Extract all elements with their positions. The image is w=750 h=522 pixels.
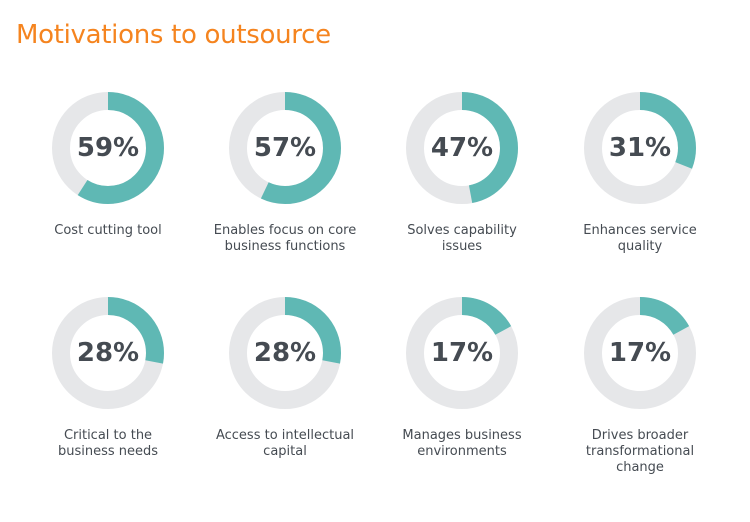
donut-label: Access to intellectual capital	[215, 428, 355, 459]
percent-value: 28%	[76, 338, 140, 368]
percent-value: 47%	[430, 133, 494, 163]
donut-label: Critical to the business needs	[57, 428, 159, 459]
percent-value: 28%	[253, 338, 317, 368]
donut-ring	[406, 92, 518, 204]
donut-label: Enables focus on core business functions	[213, 223, 357, 254]
donut-label: Enhances service quality	[583, 223, 697, 254]
percent-value: 57%	[253, 133, 317, 163]
donut-label: Manages business environments	[402, 428, 522, 459]
donut-label: Solves capability issues	[407, 223, 517, 254]
donut-chart: 31%	[584, 92, 696, 204]
donut-ring	[584, 297, 696, 409]
donut-label: Drives broader transformational change	[585, 428, 695, 475]
donut-chart: 17%	[406, 297, 518, 409]
percent-value: 17%	[608, 338, 672, 368]
donut-chart: 59%	[52, 92, 164, 204]
donut-chart: 17%	[584, 297, 696, 409]
percent-value: 17%	[430, 338, 494, 368]
donut-ring	[52, 92, 164, 204]
page-title: Motivations to outsource	[16, 20, 331, 50]
donut-chart: 47%	[406, 92, 518, 204]
donut-chart: 57%	[229, 92, 341, 204]
donut-chart: 28%	[229, 297, 341, 409]
donut-ring	[406, 297, 518, 409]
donut-chart: 28%	[52, 297, 164, 409]
donut-ring	[229, 297, 341, 409]
donut-label: Cost cutting tool	[54, 223, 162, 238]
percent-value: 31%	[608, 133, 672, 163]
percent-value: 59%	[76, 133, 140, 163]
donut-ring	[52, 297, 164, 409]
donut-ring	[584, 92, 696, 204]
donut-ring	[229, 92, 341, 204]
